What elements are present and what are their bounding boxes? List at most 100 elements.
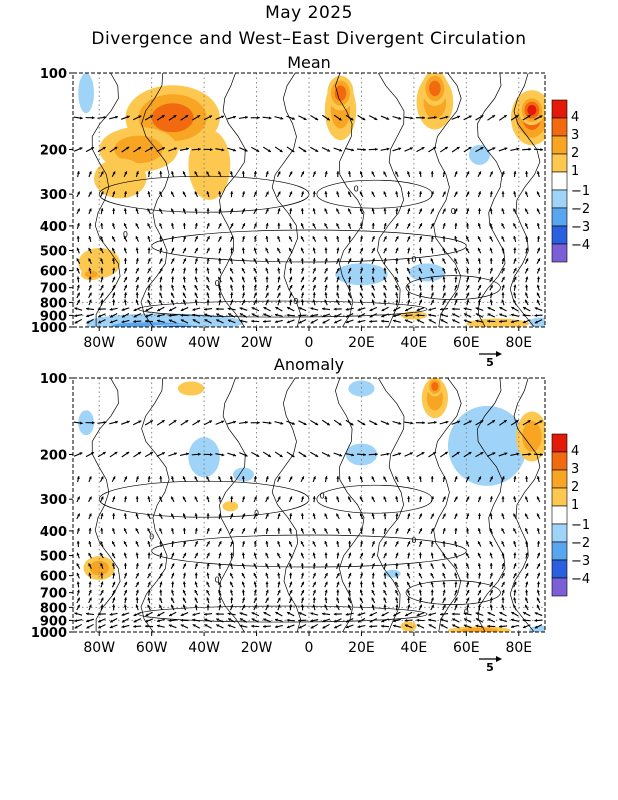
y-tick-label: 500 xyxy=(40,245,67,260)
wind-vector-head xyxy=(398,116,402,120)
wind-vector-head xyxy=(171,528,175,531)
wind-vector-head xyxy=(501,236,505,240)
wind-vector-head xyxy=(263,313,267,317)
wind-vector-head xyxy=(301,284,305,288)
wind-vector-head xyxy=(501,223,505,227)
wind-vector-head xyxy=(301,191,305,195)
wind-vector-head xyxy=(182,299,186,303)
wind-vector-head xyxy=(527,115,531,119)
wind-vector-head xyxy=(301,276,305,280)
wind-vector-head xyxy=(442,267,446,271)
wind-vector-head xyxy=(230,496,234,499)
wind-vector-head xyxy=(277,581,281,585)
wind-vector-head xyxy=(301,581,305,585)
wind-vector-head xyxy=(466,476,470,480)
wind-vector-head xyxy=(112,604,116,607)
wind-vector-head xyxy=(253,476,257,479)
wind-vector-head xyxy=(277,171,281,175)
wind-vector-head xyxy=(503,420,507,423)
wind-vector-head xyxy=(171,223,175,226)
shaded-region xyxy=(334,85,347,101)
wind-vector-head xyxy=(395,589,399,593)
wind-vector-head xyxy=(536,513,540,517)
wind-vector-head xyxy=(157,308,161,312)
wind-vector-head xyxy=(230,528,234,532)
wind-vector-head xyxy=(168,313,172,318)
wind-vector-head xyxy=(195,236,198,240)
wind-vector-head xyxy=(76,540,80,544)
wind-vector-head xyxy=(418,476,422,479)
wind-vector-head xyxy=(206,572,210,576)
wind-vector-head xyxy=(371,191,375,195)
wind-vector-head xyxy=(442,476,446,479)
y-tick-label: 400 xyxy=(40,525,67,540)
colorbar-swatch xyxy=(551,153,568,173)
wind-vector-head xyxy=(454,597,458,601)
wind-vector-head xyxy=(136,267,139,271)
wind-vector-head xyxy=(525,496,528,500)
wind-vector-head xyxy=(490,581,493,585)
shaded-region xyxy=(93,158,147,199)
wind-vector-head xyxy=(350,117,354,121)
wind-vector-head xyxy=(135,476,139,480)
wind-vector-head xyxy=(513,236,517,239)
wind-vector-head xyxy=(466,527,470,531)
wind-vector-head xyxy=(383,604,387,608)
wind-vector-head xyxy=(536,292,540,296)
wind-vector-head xyxy=(136,276,139,280)
wind-vector-head xyxy=(110,619,114,623)
wind-vector-head xyxy=(536,528,540,531)
wind-vector-head xyxy=(289,208,293,211)
wind-vector-head xyxy=(419,223,423,227)
wind-vector-head xyxy=(407,299,411,303)
wind-vector-head xyxy=(395,513,399,516)
wind-vector-head xyxy=(206,191,210,195)
wind-vector-head xyxy=(430,563,434,567)
wind-vector-head xyxy=(253,247,257,251)
wind-vector-head xyxy=(206,208,210,211)
wind-vector-head xyxy=(405,613,409,617)
wind-vector-head xyxy=(369,308,373,312)
y-tick-label: 700 xyxy=(40,587,67,602)
wind-vector-head xyxy=(277,552,281,556)
wind-vector-head xyxy=(407,284,410,288)
wind-vector-head xyxy=(254,208,257,212)
wind-vector-head xyxy=(513,268,517,272)
wind-vector-head xyxy=(194,299,198,303)
wind-vector-head xyxy=(525,476,529,479)
wind-vector-head xyxy=(100,513,104,517)
x-tick-label: 60W xyxy=(136,335,168,351)
wind-vector-head xyxy=(218,276,221,280)
wind-vector-head xyxy=(88,222,92,226)
wind-vector-head xyxy=(312,292,316,295)
wind-vector-head xyxy=(159,208,162,212)
wind-vector-head xyxy=(440,307,443,311)
wind-vector-head xyxy=(454,292,458,296)
wind-vector-head xyxy=(312,552,316,556)
wind-vector-head xyxy=(501,171,505,175)
wind-vector-head xyxy=(430,552,434,556)
wind-vector-head xyxy=(348,258,352,262)
wind-vector-head xyxy=(525,581,529,585)
wind-vector-head xyxy=(289,285,293,289)
colorbar-swatch xyxy=(551,135,568,155)
colorbar-swatch xyxy=(551,243,568,263)
wind-vector-head xyxy=(466,563,469,567)
wind-vector-head xyxy=(88,171,92,175)
wind-vector-head xyxy=(324,236,328,240)
shaded-region xyxy=(177,381,205,396)
wind-vector-head xyxy=(121,619,125,623)
wind-vector-head xyxy=(433,147,437,150)
wind-vector-head xyxy=(197,115,201,119)
wind-vector-head xyxy=(161,420,165,423)
wind-vector-head xyxy=(431,513,434,517)
wind-vector-head xyxy=(513,284,517,288)
wind-vector-head xyxy=(466,236,469,240)
wind-vector-head xyxy=(468,115,472,119)
wind-vector-head xyxy=(395,208,399,211)
wind-vector-head xyxy=(501,476,505,480)
wind-vector-head xyxy=(145,619,149,623)
wind-vector-head xyxy=(407,236,411,240)
wind-vector-head xyxy=(239,319,243,323)
